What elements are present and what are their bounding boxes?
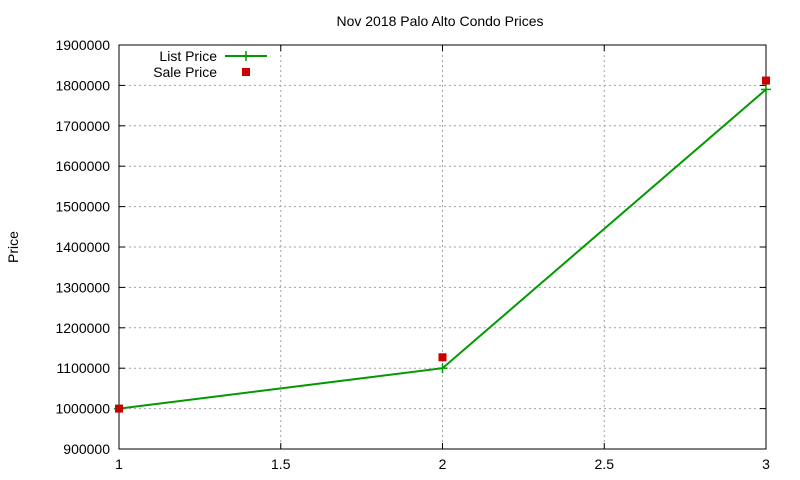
y-tick-label: 1800000 [55,77,110,93]
y-tick-label: 1400000 [55,239,110,255]
legend-label-sale-price: Sale Price [153,64,217,80]
tick-labels: 1 1.5 2 2.5 3 900000 1000000 1100000 1200000 1300… [55,37,770,472]
y-tick-label: 1500000 [55,199,110,215]
sale-price-point [438,353,447,362]
x-tick-label: 2 [439,456,447,472]
axes [118,44,767,450]
list-price-point [761,84,771,95]
data-series [114,76,771,414]
x-tick-label: 1 [115,456,123,472]
sale-price-point [762,76,770,85]
y-tick-label: 900000 [63,441,110,457]
y-tick-label: 1200000 [55,320,110,336]
y-tick-label: 1300000 [55,279,110,295]
grid-lines [119,45,766,449]
y-tick-label: 1900000 [55,37,110,53]
x-tick-label: 2.5 [595,456,615,472]
y-tick-label: 1100000 [57,360,111,376]
y-tick-label: 1000000 [55,401,110,417]
legend-marker-list-price [241,51,251,61]
y-tick-label: 1600000 [55,158,110,174]
sale-price-point [115,404,123,413]
x-tick-label: 1.5 [271,456,291,472]
x-tick-label: 3 [762,456,770,472]
y-axis-label: Price [5,231,21,263]
list-price-point [437,363,448,374]
legend-marker-sale-price [242,68,250,76]
y-tick-label: 1700000 [55,118,110,134]
chart-title: Nov 2018 Palo Alto Condo Prices [336,13,543,29]
legend-label-list-price: List Price [159,48,217,64]
